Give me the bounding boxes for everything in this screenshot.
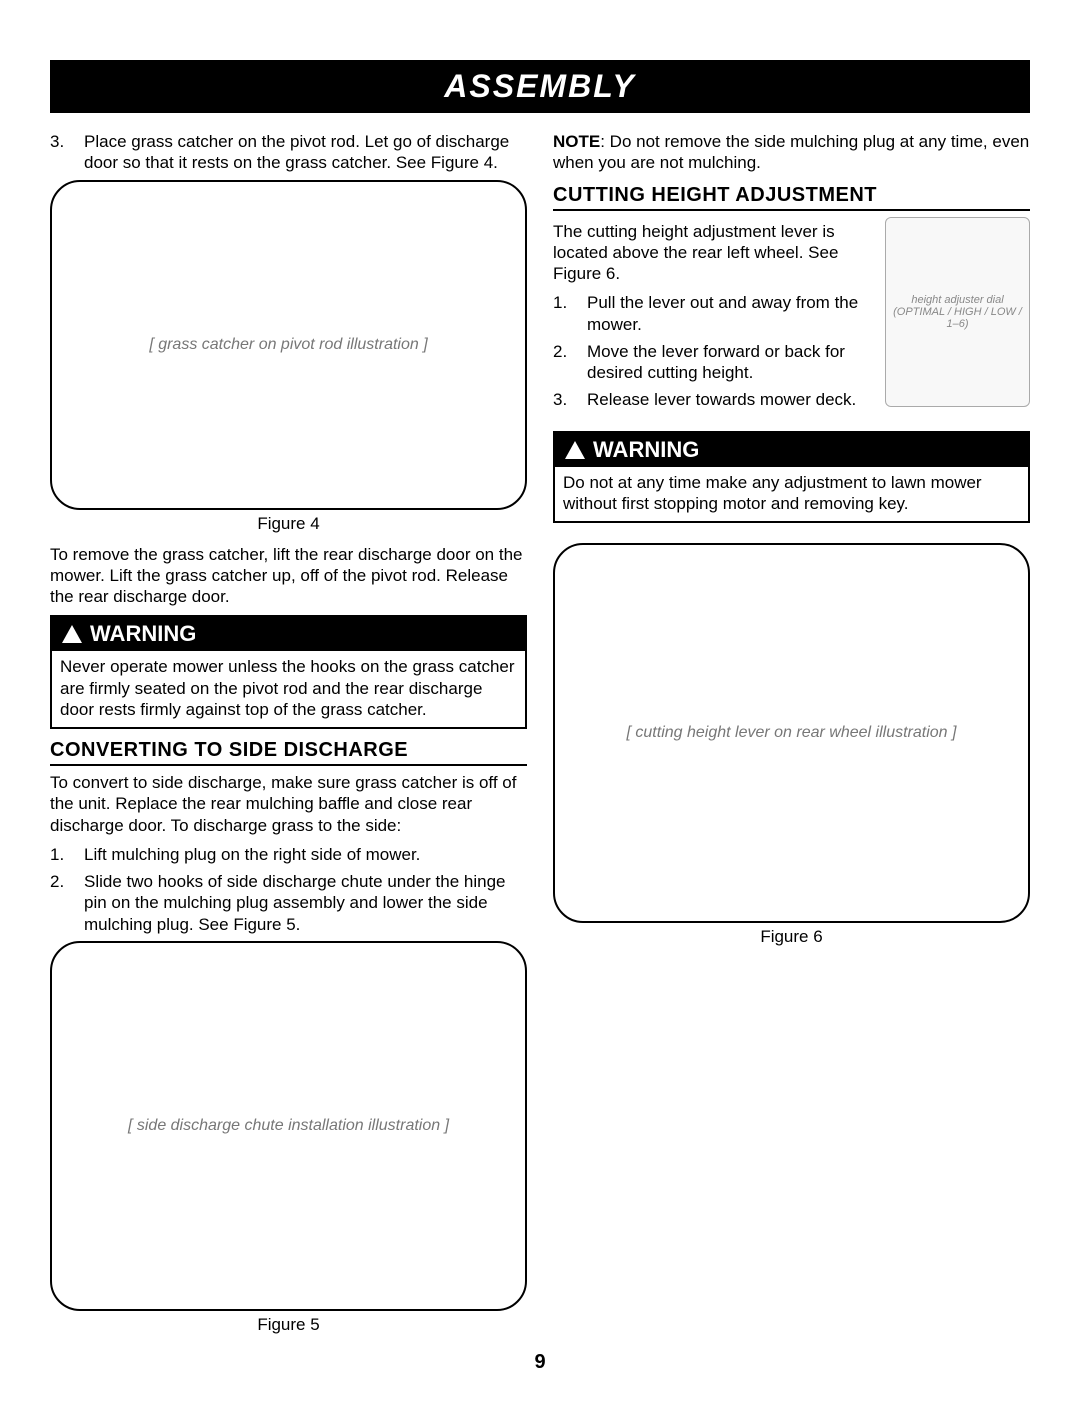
step-3: 3. Place grass catcher on the pivot rod.… [50, 131, 527, 174]
height-step-1-text: Pull the lever out and away from the mow… [587, 292, 875, 335]
height-step-1: 1. Pull the lever out and away from the … [553, 292, 875, 335]
figure-6-illustration: [ cutting height lever on rear wheel ill… [553, 543, 1030, 923]
note-text: : Do not remove the side mulching plug a… [553, 132, 1029, 172]
figure-4-caption: Figure 4 [50, 514, 527, 534]
warning-1-label: WARNING [90, 621, 196, 647]
assembly-banner: ASSEMBLY [50, 60, 1030, 113]
figure-4-illustration: [ grass catcher on pivot rod illustratio… [50, 180, 527, 510]
height-step-1-number: 1. [553, 292, 587, 335]
side-step-1: 1. Lift mulching plug on the right side … [50, 844, 527, 865]
height-step-2-text: Move the lever forward or back for desir… [587, 341, 875, 384]
warning-triangle-icon [565, 441, 585, 459]
warning-triangle-icon [62, 625, 82, 643]
height-step-2-number: 2. [553, 341, 587, 384]
figure-6-caption: Figure 6 [553, 927, 1030, 947]
warning-box-2: WARNING Do not at any time make any adju… [553, 431, 1030, 524]
step-3-number: 3. [50, 131, 84, 174]
warning-box-1: WARNING Never operate mower unless the h… [50, 615, 527, 729]
height-step-3: 3. Release lever towards mower deck. [553, 389, 875, 410]
side-step-2-number: 2. [50, 871, 84, 935]
heading-side-discharge: CONVERTING TO SIDE DISCHARGE [50, 739, 527, 766]
left-column: 3. Place grass catcher on the pivot rod.… [50, 127, 527, 1345]
side-step-2: 2. Slide two hooks of side discharge chu… [50, 871, 527, 935]
figure-5-caption: Figure 5 [50, 1315, 527, 1335]
warning-1-body: Never operate mower unless the hooks on … [52, 651, 525, 727]
side-step-2-text: Slide two hooks of side discharge chute … [84, 871, 527, 935]
height-adjuster-dial-image: height adjuster dial (OPTIMAL / HIGH / L… [885, 217, 1030, 407]
height-step-2: 2. Move the lever forward or back for de… [553, 341, 875, 384]
step-3-text: Place grass catcher on the pivot rod. Le… [84, 131, 527, 174]
warning-1-header: WARNING [52, 617, 525, 651]
figure-5-illustration: [ side discharge chute installation illu… [50, 941, 527, 1311]
side-step-1-text: Lift mulching plug on the right side of … [84, 844, 527, 865]
height-step-3-number: 3. [553, 389, 587, 410]
side-discharge-intro: To convert to side discharge, make sure … [50, 772, 527, 836]
note-mulching-plug: NOTE: Do not remove the side mulching pl… [553, 131, 1030, 174]
warning-2-body: Do not at any time make any adjustment t… [555, 467, 1028, 522]
height-intro-text: The cutting height adjustment lever is l… [553, 221, 875, 285]
remove-catcher-text: To remove the grass catcher, lift the re… [50, 544, 527, 608]
page-number: 9 [50, 1351, 1030, 1374]
right-column: NOTE: Do not remove the side mulching pl… [553, 127, 1030, 1345]
warning-2-header: WARNING [555, 433, 1028, 467]
warning-2-label: WARNING [593, 437, 699, 463]
side-step-1-number: 1. [50, 844, 84, 865]
heading-cutting-height: CUTTING HEIGHT ADJUSTMENT [553, 184, 1030, 211]
note-label: NOTE [553, 132, 600, 151]
height-step-3-text: Release lever towards mower deck. [587, 389, 875, 410]
